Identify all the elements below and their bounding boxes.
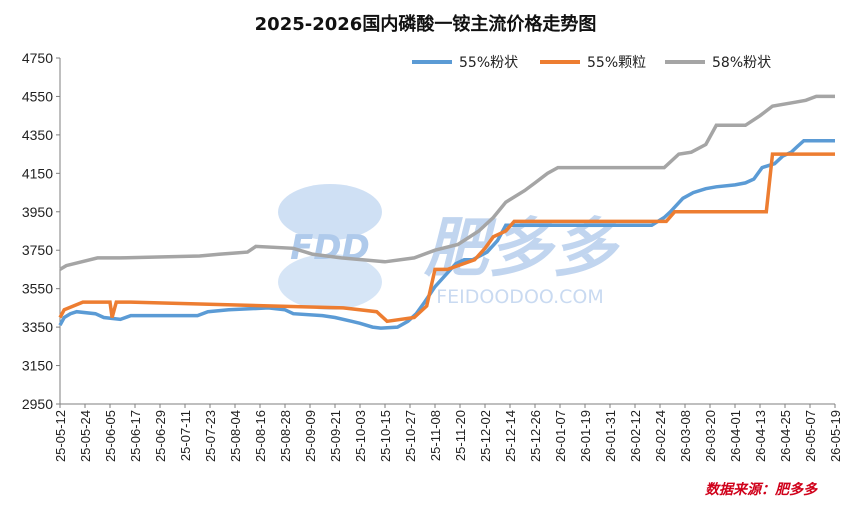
x-tick-label: 26-05-07 (803, 410, 818, 462)
x-tick-label: 26-01-07 (553, 410, 568, 462)
y-tick-label: 4150 (22, 165, 53, 181)
legend: 55%粉状 55%颗粒 58%粉状 (412, 55, 771, 71)
x-tick-label: 26-04-25 (778, 410, 793, 462)
y-tick-label: 3550 (22, 281, 53, 297)
y-tick-label: 3750 (22, 242, 53, 258)
y-tick-label: 2950 (22, 396, 53, 412)
y-tick-label: 3950 (22, 204, 53, 220)
series-line-2 (58, 152, 835, 324)
watermark-brand: FDD (290, 228, 370, 268)
x-tick-label: 25-07-11 (178, 410, 193, 461)
x-tick-label: 25-12-26 (528, 410, 543, 462)
watermark-logo-bottom (278, 254, 382, 310)
x-tick-label: 26-03-20 (703, 410, 718, 462)
x-tick-label: 25-06-17 (128, 410, 143, 462)
source-note: 数据来源：肥多多 (705, 482, 817, 498)
x-tick-label: 26-05-19 (828, 410, 843, 462)
legend-label-3: 58%粉状 (712, 55, 771, 71)
y-axis-ticks: 2950 3150 3350 3550 3750 3950 4150 4350 4550 4750 (22, 50, 60, 412)
watermark-logo-top (278, 184, 382, 240)
x-tick-label: 25-12-02 (478, 410, 493, 462)
y-tick-label: 4750 (22, 50, 53, 66)
x-tick-label: 25-12-14 (503, 410, 518, 462)
x-tick-label: 26-04-13 (753, 410, 768, 462)
y-tick-label: 4350 (22, 127, 53, 143)
x-tick-label: 25-06-05 (103, 410, 118, 462)
x-tick-label: 25-07-23 (203, 410, 218, 462)
x-tick-label: 26-03-08 (678, 410, 693, 462)
x-tick-label: 25-10-15 (378, 410, 393, 462)
x-tick-label: 25-06-29 (153, 410, 168, 462)
x-tick-label: 25-09-09 (303, 410, 318, 462)
x-tick-label: 25-05-24 (78, 410, 93, 462)
y-tick-label: 4550 (22, 88, 53, 104)
x-tick-label: 26-01-31 (603, 410, 618, 462)
x-tick-label: 25-11-08 (428, 410, 443, 461)
x-tick-label: 26-02-24 (653, 410, 668, 462)
x-tick-label: 25-09-21 (328, 410, 343, 462)
x-tick-label: 25-10-27 (403, 410, 418, 462)
y-tick-label: 3150 (22, 358, 53, 374)
legend-label-1: 55%粉状 (459, 55, 518, 71)
series-line-3 (59, 94, 835, 271)
x-tick-label: 25-08-04 (228, 410, 243, 462)
series-lines (58, 94, 835, 330)
y-tick-label: 3350 (22, 319, 53, 335)
x-tick-label: 26-02-12 (628, 410, 643, 462)
x-axis-ticks: 25-05-12 25-05-24 25-06-05 25-06-17 25-06-29… (53, 404, 843, 462)
x-tick-label: 25-05-12 (53, 410, 68, 462)
legend-label-2: 55%颗粒 (587, 55, 646, 71)
x-tick-label: 26-01-19 (578, 410, 593, 462)
x-tick-label: 25-11-20 (453, 410, 468, 461)
x-tick-label: 25-10-03 (353, 410, 368, 462)
watermark-url: FEIDOODOO.COM (436, 286, 604, 308)
axes (59, 58, 835, 405)
x-tick-label: 25-08-28 (278, 410, 293, 462)
x-tick-label: 26-04-01 (728, 410, 743, 462)
chart-title: 2025-2026国内磷酸一铵主流价格走势图 (254, 14, 597, 35)
x-tick-label: 25-08-16 (253, 410, 268, 462)
